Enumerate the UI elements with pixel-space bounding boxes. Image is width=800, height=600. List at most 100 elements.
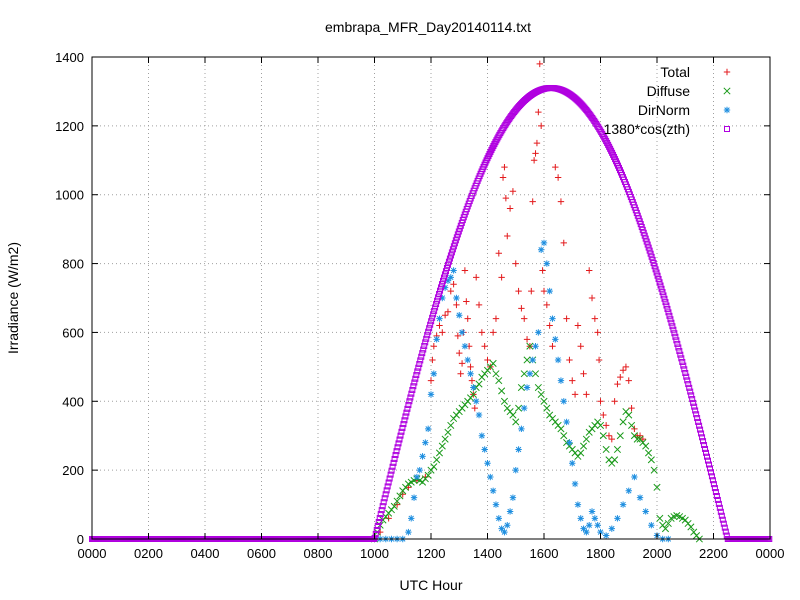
data-point-square [402, 413, 409, 420]
data-point-square [655, 275, 662, 282]
data-point-cross [560, 432, 568, 440]
data-point-square [658, 285, 665, 292]
data-point-plus [611, 398, 618, 405]
data-point-square [385, 479, 392, 486]
y-tick-label: 1200 [55, 119, 84, 134]
y-tick-label: 1000 [55, 188, 84, 203]
data-point-star [456, 312, 463, 319]
data-point-star [521, 404, 528, 412]
data-point-square [686, 384, 693, 391]
data-point-cross [424, 471, 432, 479]
x-axis: 0000 0200 0400 0600 0800 1000 1200 1400 1600 1800… [78, 57, 784, 561]
data-point-star [591, 515, 599, 522]
data-point-square [446, 255, 453, 262]
data-point-cross [619, 418, 627, 426]
data-point-star [636, 494, 644, 501]
legend-label: 1380*cos(zth) [604, 121, 690, 137]
data-point-plus [427, 377, 435, 384]
data-point-square [401, 417, 408, 424]
x-tick-label: 2200 [699, 546, 728, 561]
data-point-cross [661, 525, 670, 533]
data-point-cross [498, 387, 506, 395]
data-point-plus [580, 370, 587, 377]
data-point-plus [583, 391, 590, 398]
data-point-cross [557, 425, 565, 433]
data-point-star [552, 336, 559, 343]
data-point-cross [596, 421, 605, 429]
data-point-square [388, 467, 395, 474]
data-point-plus [535, 108, 542, 116]
data-point-square [437, 287, 444, 294]
data-point-plus [571, 391, 579, 398]
data-point-square [378, 507, 385, 514]
data-point-square [419, 350, 426, 357]
data-point-plus [608, 435, 615, 443]
data-point-cross [495, 377, 503, 385]
data-point-cross [500, 397, 509, 405]
data-point-star [557, 377, 565, 384]
data-point-cross [664, 519, 672, 528]
data-point-plus [557, 198, 565, 205]
data-point-square [662, 299, 669, 306]
data-point-plus [454, 332, 462, 340]
data-point-square [675, 344, 682, 351]
data-point-cross [396, 492, 404, 500]
data-point-square [429, 314, 436, 321]
data-point-square [685, 381, 692, 388]
data-point-plus [458, 360, 466, 367]
data-point-cross [509, 411, 517, 419]
data-point-square [431, 307, 438, 314]
data-point-square [397, 432, 404, 439]
data-point-star [648, 522, 655, 529]
data-point-square [656, 279, 663, 286]
data-point-square [716, 504, 723, 511]
data-point-square [606, 143, 613, 150]
data-point-square [720, 520, 727, 527]
data-point-square [440, 277, 447, 284]
data-point-square [391, 455, 398, 462]
data-point-plus [393, 501, 401, 508]
data-point-square [680, 362, 687, 369]
data-point-plus [528, 287, 535, 295]
data-point-square [373, 526, 380, 533]
data-point-star [566, 439, 573, 446]
data-point-plus [539, 267, 546, 274]
series-plus [371, 60, 647, 543]
data-point-cross [540, 397, 548, 405]
data-point-plus [605, 432, 613, 439]
data-point-square [701, 442, 708, 449]
data-point-plus [597, 398, 604, 405]
data-point-square [383, 487, 390, 494]
data-point-square [667, 316, 674, 323]
data-point-square [392, 452, 399, 459]
x-axis-label: UTC Hour [399, 577, 462, 593]
data-point-square [669, 323, 676, 330]
data-point-square [646, 247, 653, 254]
data-point-square [706, 465, 713, 472]
data-point-plus [502, 194, 510, 202]
data-point-square [395, 440, 402, 447]
data-point-star [408, 515, 415, 522]
data-point-cross [687, 523, 695, 531]
data-point-square [377, 511, 384, 518]
data-point-cross [613, 445, 622, 454]
data-point-star [625, 487, 632, 494]
data-point-plus [594, 329, 601, 336]
data-point-square [400, 421, 407, 428]
data-point-plus [430, 343, 438, 350]
data-point-cross [517, 383, 525, 392]
data-point-square [690, 399, 697, 406]
data-point-square [718, 512, 725, 519]
data-point-plus [429, 356, 436, 364]
y-axis-label: Irradiance (W/m2) [5, 242, 21, 354]
data-point-square [603, 138, 610, 145]
data-point-square [420, 346, 427, 353]
data-point-square [705, 461, 712, 468]
data-point-plus [463, 298, 470, 305]
x-tick-label: 0200 [134, 546, 163, 561]
data-point-square [389, 463, 396, 470]
data-point-star [450, 267, 457, 274]
data-point-star [586, 522, 593, 529]
data-point-plus [625, 377, 632, 384]
data-point-square [438, 284, 445, 291]
